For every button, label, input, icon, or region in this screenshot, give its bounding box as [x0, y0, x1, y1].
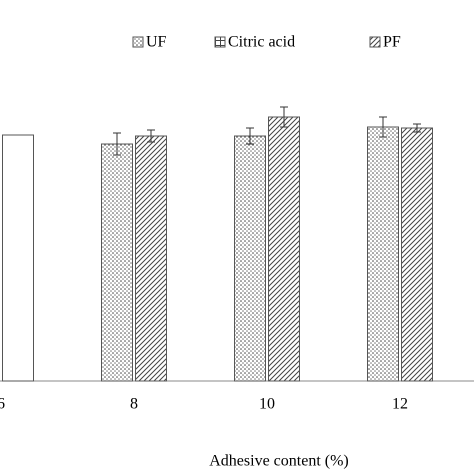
- x-tick-label: 8: [130, 396, 138, 413]
- x-tick-label: 10: [259, 396, 275, 413]
- legend-label: PF: [383, 34, 401, 51]
- bar: [367, 126, 399, 382]
- bar: [401, 127, 433, 382]
- x-tick-label: 12: [392, 396, 408, 413]
- x-axis-label: Adhesive content (%): [209, 453, 349, 470]
- legend-swatch: [214, 36, 226, 48]
- error-bar: [280, 106, 288, 128]
- bar: [135, 135, 167, 382]
- error-bar: [113, 132, 121, 156]
- bar: [234, 135, 266, 382]
- bar: [2, 134, 34, 382]
- bar: [101, 143, 133, 382]
- bar: [268, 116, 300, 382]
- legend-swatch: [132, 36, 144, 48]
- legend-label: Citric acid: [228, 34, 295, 51]
- error-bar: [147, 129, 155, 143]
- error-bar: [246, 127, 254, 145]
- legend-swatch: [369, 36, 381, 48]
- error-bar: [413, 123, 421, 133]
- error-bar: [379, 116, 387, 138]
- legend-label: UF: [146, 34, 167, 51]
- x-tick-label: 6: [0, 396, 5, 413]
